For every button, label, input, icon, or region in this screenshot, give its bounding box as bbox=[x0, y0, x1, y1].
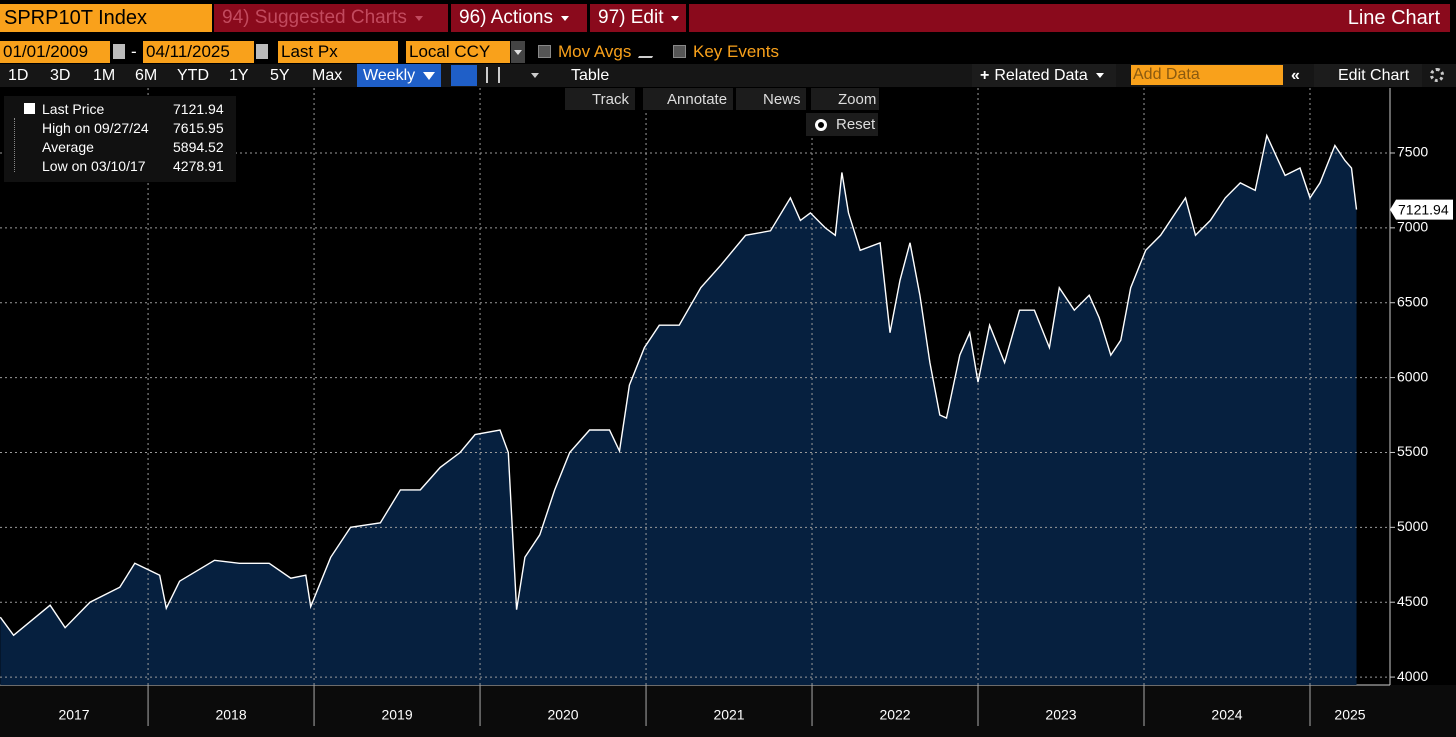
settings-icon[interactable] bbox=[1430, 68, 1444, 82]
menu[interactable]: 97) Edit bbox=[590, 4, 686, 32]
period-button[interactable]: 1D bbox=[8, 66, 29, 84]
y-tick-label: 6500 bbox=[1397, 293, 1428, 309]
menu[interactable]: 94) Suggested Charts bbox=[214, 4, 448, 32]
legend-bracket bbox=[14, 118, 16, 172]
menu-label: 96) Actions bbox=[459, 7, 553, 28]
x-tick-label: 2025 bbox=[1334, 707, 1365, 723]
calendar-icon[interactable] bbox=[256, 44, 268, 59]
related-label: Related Data bbox=[994, 66, 1088, 84]
y-tick-label: 4000 bbox=[1397, 668, 1428, 684]
start-date[interactable]: 01/01/2009 bbox=[0, 41, 110, 63]
field-select[interactable]: Last Px bbox=[278, 41, 398, 63]
security-field[interactable]: SPRP10T Index bbox=[0, 4, 212, 32]
dropdown[interactable] bbox=[511, 41, 525, 63]
x-tick-label: 2022 bbox=[879, 707, 910, 723]
menu-label: 94) Suggested Charts bbox=[222, 7, 407, 28]
dropdown-arrow bbox=[423, 71, 436, 80]
checkbox[interactable] bbox=[538, 45, 551, 58]
checkbox[interactable] bbox=[673, 45, 686, 58]
tool-button[interactable]: Track bbox=[565, 88, 635, 110]
x-axis-strip bbox=[0, 685, 1456, 737]
y-tick-label: 7500 bbox=[1397, 144, 1428, 160]
x-tick-label: 2021 bbox=[713, 707, 744, 723]
legend-value: 4278.91 bbox=[173, 158, 224, 174]
legend-label: Low on 03/10/17 bbox=[42, 158, 146, 174]
y-tick-label: 6000 bbox=[1397, 368, 1428, 384]
legend-value: 7121.94 bbox=[173, 101, 224, 117]
dropdown[interactable] bbox=[520, 65, 550, 86]
tool-label: Track bbox=[592, 90, 629, 108]
x-tick-label: 2024 bbox=[1211, 707, 1242, 723]
menu-label: 97) Edit bbox=[598, 7, 664, 28]
add-data-input[interactable]: Add Data bbox=[1131, 65, 1283, 85]
tool-label: Annotate bbox=[667, 90, 728, 108]
area bbox=[0, 135, 1357, 686]
x-tick-label: 2020 bbox=[547, 707, 578, 723]
date-separator: - bbox=[131, 42, 137, 61]
period-button[interactable]: 5Y bbox=[270, 66, 290, 84]
period-button[interactable]: 1Y bbox=[229, 66, 249, 84]
related-data-button[interactable]: + Related Data bbox=[972, 64, 1116, 87]
price-line bbox=[0, 133, 1358, 637]
tool-button[interactable]: Zoom bbox=[811, 88, 879, 110]
dropdown-arrow bbox=[514, 49, 522, 55]
bar-chart-icon[interactable] bbox=[486, 67, 500, 83]
legend-value: 5894.52 bbox=[173, 139, 224, 155]
edit-chart-button[interactable]: Edit Chart bbox=[1314, 64, 1422, 87]
period-button[interactable]: 6M bbox=[135, 66, 158, 84]
period-button[interactable]: 1M bbox=[93, 66, 116, 84]
option-label: Key Events bbox=[693, 42, 779, 61]
x-tick-label: 2019 bbox=[381, 707, 412, 723]
y-tick-label: 4500 bbox=[1397, 593, 1428, 609]
frequency-button[interactable]: Weekly bbox=[357, 64, 441, 87]
y-tick-label: 7000 bbox=[1397, 219, 1428, 235]
dropdown-arrow bbox=[561, 15, 569, 21]
legend-value: 7615.95 bbox=[173, 120, 224, 136]
legend bbox=[4, 96, 236, 182]
tool-label: Zoom bbox=[838, 90, 877, 108]
period-button[interactable]: 3D bbox=[50, 66, 71, 84]
calendar-icon[interactable] bbox=[113, 44, 125, 59]
currency-select[interactable]: Local CCY bbox=[406, 41, 510, 63]
collapse-icon[interactable]: « bbox=[1291, 66, 1300, 84]
legend-label: Average bbox=[42, 139, 94, 155]
period-button[interactable]: Max bbox=[312, 66, 343, 84]
y-tick-label: 5500 bbox=[1397, 443, 1428, 459]
tool-button[interactable]: News bbox=[736, 88, 806, 110]
tool-button[interactable]: Annotate bbox=[643, 88, 733, 110]
plus-icon: + bbox=[980, 66, 990, 84]
end-date[interactable]: 04/11/2025 bbox=[143, 41, 254, 63]
dropdown-arrow bbox=[531, 73, 539, 78]
dropdown-arrow bbox=[414, 15, 423, 21]
line-chart-icon[interactable] bbox=[451, 65, 477, 86]
legend-label: Last Price bbox=[42, 101, 105, 117]
x-tick-label: 2018 bbox=[215, 707, 246, 723]
chart-kind: Line Chart bbox=[689, 4, 1450, 32]
dropdown-arrow bbox=[671, 15, 680, 21]
reset-icon bbox=[815, 119, 827, 131]
legend-label: High on 09/27/24 bbox=[42, 120, 149, 136]
y-tick-label: 5000 bbox=[1397, 518, 1428, 534]
dropdown-arrow bbox=[1095, 73, 1104, 78]
legend-swatch bbox=[24, 103, 35, 114]
tool-label: News bbox=[763, 90, 801, 108]
last-price-label: 7121.94 bbox=[1398, 201, 1449, 217]
x-tick-label: 2023 bbox=[1045, 707, 1076, 723]
table-button[interactable]: Table bbox=[571, 66, 610, 84]
frequency-label: Weekly bbox=[363, 66, 416, 84]
menu[interactable]: 96) Actions bbox=[451, 4, 587, 32]
x-tick-label: 2017 bbox=[58, 707, 89, 723]
option-label: Mov Avgs bbox=[558, 42, 632, 61]
period-button[interactable]: YTD bbox=[177, 66, 209, 84]
reset-button[interactable]: Reset bbox=[806, 113, 878, 136]
last-price-tag bbox=[1390, 199, 1453, 220]
